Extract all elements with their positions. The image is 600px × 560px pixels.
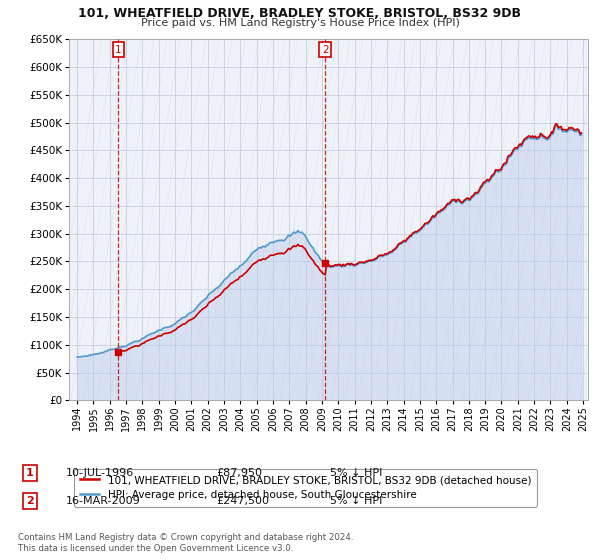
Text: 1: 1 (115, 45, 122, 55)
Text: £87,950: £87,950 (216, 468, 262, 478)
Text: Price paid vs. HM Land Registry's House Price Index (HPI): Price paid vs. HM Land Registry's House … (140, 18, 460, 29)
Text: Contains HM Land Registry data © Crown copyright and database right 2024.
This d: Contains HM Land Registry data © Crown c… (18, 533, 353, 553)
Text: £247,500: £247,500 (216, 496, 269, 506)
Text: 10-JUL-1996: 10-JUL-1996 (66, 468, 134, 478)
Text: 5% ↓ HPI: 5% ↓ HPI (330, 468, 382, 478)
Text: 101, WHEATFIELD DRIVE, BRADLEY STOKE, BRISTOL, BS32 9DB: 101, WHEATFIELD DRIVE, BRADLEY STOKE, BR… (79, 7, 521, 20)
Text: 16-MAR-2009: 16-MAR-2009 (66, 496, 141, 506)
Text: 2: 2 (26, 496, 34, 506)
Text: 1: 1 (26, 468, 34, 478)
Text: 5% ↓ HPI: 5% ↓ HPI (330, 496, 382, 506)
Legend: 101, WHEATFIELD DRIVE, BRADLEY STOKE, BRISTOL, BS32 9DB (detached house), HPI: A: 101, WHEATFIELD DRIVE, BRADLEY STOKE, BR… (74, 469, 537, 507)
Text: 2: 2 (322, 45, 329, 55)
